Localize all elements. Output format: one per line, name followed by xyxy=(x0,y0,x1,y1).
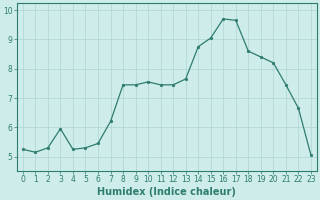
X-axis label: Humidex (Indice chaleur): Humidex (Indice chaleur) xyxy=(98,187,236,197)
